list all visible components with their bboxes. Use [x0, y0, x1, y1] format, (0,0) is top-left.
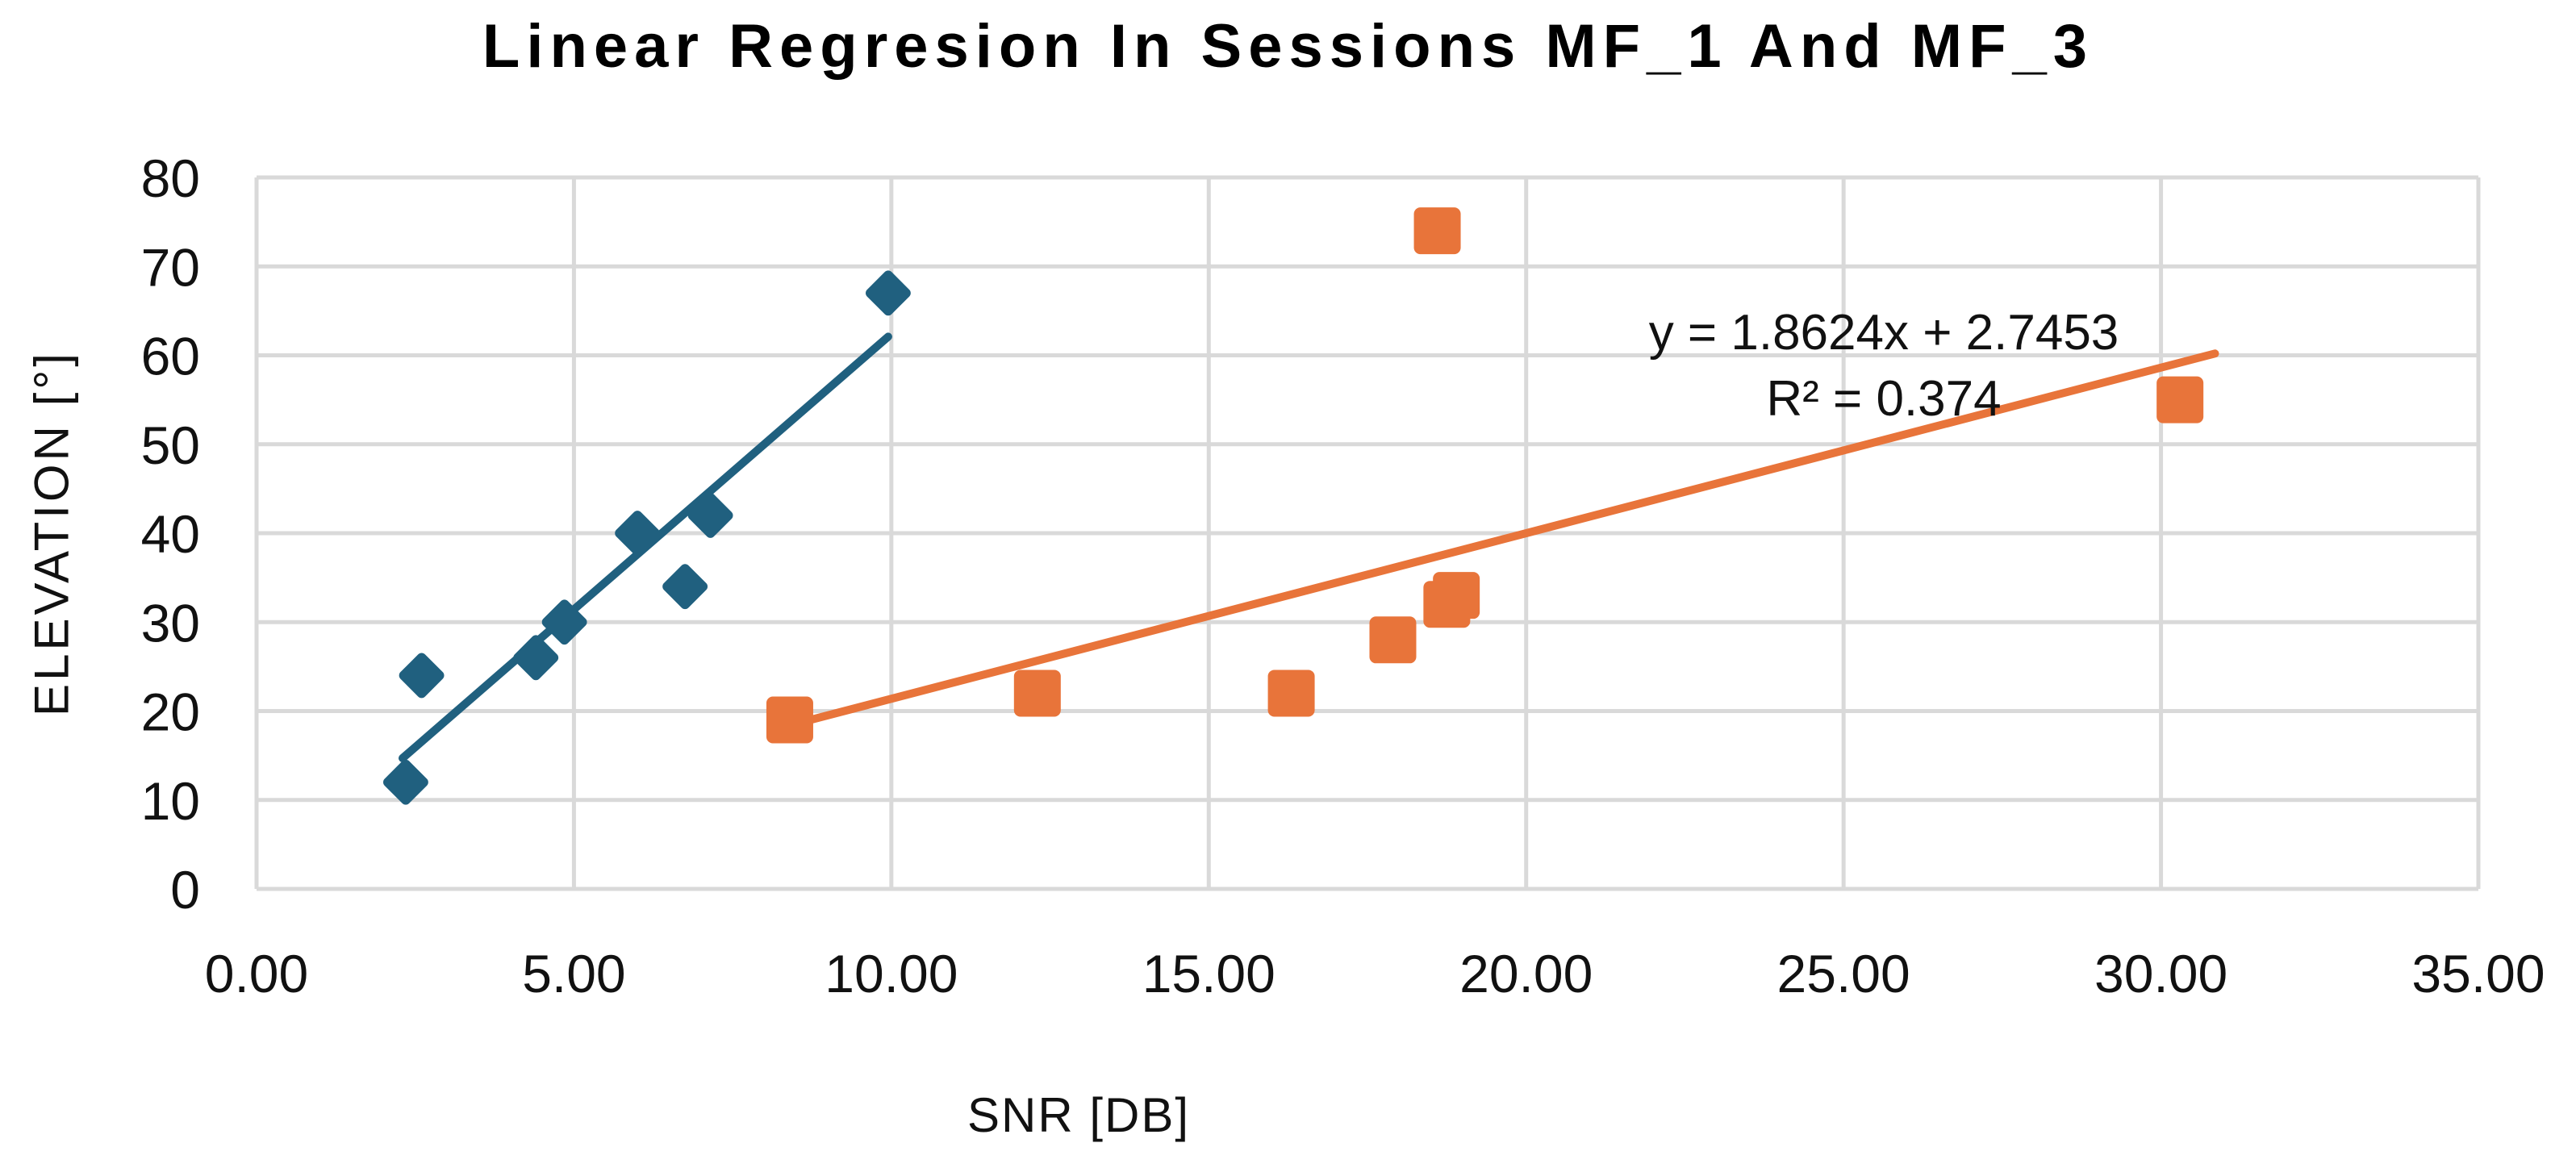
data-point-mf_3	[766, 696, 813, 744]
data-point-mf_1	[541, 599, 587, 645]
trendline-r-squared: R² = 0.374	[1766, 371, 2002, 427]
data-point-mf_3	[1413, 207, 1461, 255]
trendline-equation: y = 1.8624x + 2.7453	[1648, 305, 2119, 361]
data-point-mf_1	[513, 635, 559, 681]
trendline-mf_3	[785, 349, 2219, 730]
data-point-mf_1	[615, 511, 661, 556]
y-tick-label: 40	[141, 504, 200, 564]
y-tick-label: 80	[141, 148, 200, 208]
x-tick-label: 35.00	[2411, 944, 2545, 1003]
data-point-mf_1	[399, 653, 445, 699]
x-tick-label: 30.00	[2094, 944, 2227, 1003]
x-tick-label: 25.00	[1777, 944, 1910, 1003]
y-tick-label: 50	[141, 415, 200, 475]
data-point-mf_3	[1369, 616, 1417, 664]
chart-title: Linear Regresion In Sessions MF_1 And MF…	[482, 12, 2094, 81]
data-point-mf_3	[1013, 670, 1061, 717]
x-tick-label: 15.00	[1142, 944, 1275, 1003]
y-axis-title: ELEVATION [°]	[24, 350, 79, 716]
x-tick-label: 0.00	[205, 944, 308, 1003]
y-tick-label: 20	[141, 682, 200, 742]
y-tick-label: 30	[141, 593, 200, 653]
x-tick-label: 5.00	[522, 944, 625, 1003]
y-tick-label: 0	[170, 860, 200, 920]
data-point-mf_3	[1433, 572, 1480, 619]
x-tick-label: 10.00	[825, 944, 958, 1003]
data-point-mf_3	[1267, 670, 1315, 717]
x-axis-title: SNR [DB]	[967, 1088, 1191, 1142]
data-point-mf_1	[382, 759, 428, 805]
y-tick-label: 70	[141, 237, 200, 297]
trendline-annotation: y = 1.8624x + 2.7453 R² = 0.374	[1642, 300, 2126, 432]
x-tick-label: 20.00	[1459, 944, 1593, 1003]
data-point-mf_1	[866, 270, 911, 316]
y-tick-label: 60	[141, 327, 200, 386]
data-point-mf_3	[2156, 376, 2204, 423]
data-point-mf_1	[687, 493, 733, 538]
data-point-mf_1	[662, 564, 708, 610]
y-tick-label: 10	[141, 771, 200, 831]
